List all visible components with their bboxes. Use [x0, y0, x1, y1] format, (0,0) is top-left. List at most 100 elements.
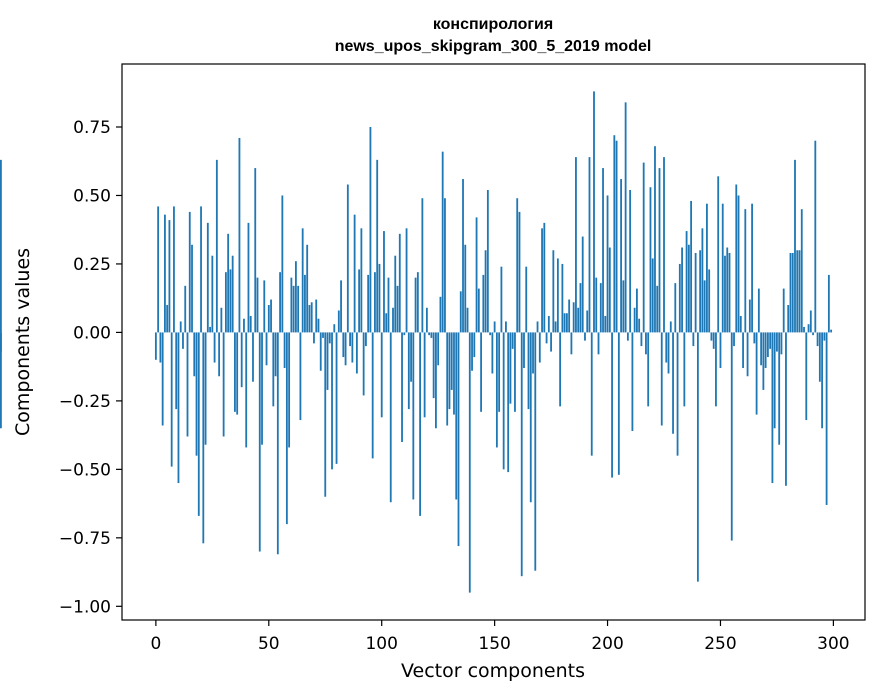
- bar-171: [541, 228, 543, 333]
- bar-291: [812, 332, 814, 336]
- bar-240: [696, 332, 699, 582]
- bar-68: [308, 305, 311, 333]
- bar-39: [243, 318, 245, 333]
- bar-147: [486, 189, 489, 333]
- bar-161: [518, 211, 521, 333]
- bar-131: [450, 332, 453, 390]
- bar-158: [511, 332, 514, 349]
- bar-80: [335, 332, 338, 464]
- bar-112: [407, 332, 410, 410]
- bar-187: [577, 307, 580, 333]
- bar-59: [288, 332, 291, 448]
- bar-28: [218, 332, 221, 377]
- bar-168: [534, 332, 537, 571]
- bar-67: [306, 244, 309, 333]
- bar-175: [550, 332, 552, 352]
- bar-296: [823, 332, 826, 341]
- bar-263: [748, 299, 751, 333]
- bar-203: [613, 135, 616, 333]
- bar-29: [220, 307, 223, 333]
- bar-248: [715, 332, 717, 407]
- bar-65: [301, 228, 304, 333]
- bar-195: [595, 277, 598, 333]
- bar-289: [807, 324, 810, 333]
- bar-172: [543, 222, 546, 333]
- bar-57: [283, 332, 286, 369]
- y-tick-label-2: −0.50: [59, 460, 111, 480]
- bar-5: [166, 305, 169, 333]
- bar-279: [785, 332, 787, 486]
- bar-69: [310, 302, 313, 333]
- bar-46: [258, 332, 261, 552]
- bar-14: [186, 332, 189, 437]
- bar-27: [215, 159, 218, 333]
- bar-93: [365, 332, 367, 347]
- bar-124: [435, 332, 437, 429]
- bar-1: [157, 206, 160, 333]
- bar-247: [712, 332, 715, 349]
- bar-216: [642, 162, 645, 333]
- bar-10: [177, 332, 180, 484]
- bar-218: [647, 332, 650, 407]
- bar-222: [656, 285, 659, 333]
- bar-61: [292, 285, 295, 333]
- bar-252: [724, 255, 726, 333]
- bar-239: [694, 252, 697, 333]
- bar-149: [491, 332, 494, 374]
- bar-274: [773, 332, 776, 429]
- bar-71: [315, 299, 318, 333]
- bar-167: [532, 332, 534, 374]
- y-tick-label-1: −0.75: [59, 529, 111, 549]
- bar-241: [699, 250, 702, 333]
- bar-205: [617, 332, 620, 475]
- bar-18: [195, 332, 198, 456]
- bar-7: [170, 332, 173, 467]
- bar-21: [202, 332, 205, 544]
- bar-156: [507, 332, 510, 473]
- bar-199: [604, 315, 607, 333]
- bar-105: [392, 307, 394, 333]
- y-tick-label-3: −0.25: [59, 392, 111, 412]
- bar-129: [446, 332, 449, 426]
- bar-76: [326, 332, 329, 390]
- bar-220: [651, 258, 654, 333]
- bar-107: [396, 285, 399, 333]
- bar-177: [554, 321, 557, 333]
- bar-280: [787, 305, 790, 333]
- bar-262: [746, 332, 749, 377]
- bar-81: [337, 310, 340, 333]
- bar-176: [552, 250, 555, 333]
- bar-66: [304, 274, 306, 333]
- bar-224: [660, 332, 663, 426]
- bar-0: [154, 332, 157, 360]
- bar-214: [638, 318, 641, 333]
- bar-140: [471, 332, 473, 371]
- bar-207: [622, 280, 625, 333]
- x-tick-label-300: 300: [817, 634, 849, 654]
- bar-91: [360, 228, 363, 333]
- bar-89: [355, 332, 358, 374]
- bar-111: [405, 228, 408, 333]
- bar-298: [827, 274, 830, 333]
- bar-269: [762, 332, 765, 390]
- bar-170: [538, 332, 541, 363]
- bar-109: [401, 332, 403, 442]
- bar-82: [340, 280, 342, 333]
- bar-246: [710, 332, 713, 341]
- bar-56: [281, 195, 284, 333]
- bar-293: [816, 332, 819, 347]
- bar-123: [432, 332, 435, 399]
- bar-142: [475, 217, 478, 333]
- bar-196: [597, 332, 600, 355]
- bar-200: [606, 195, 609, 333]
- bar-212: [633, 307, 636, 333]
- bar-97: [374, 272, 376, 333]
- bar-245: [708, 269, 711, 333]
- bar-108: [398, 233, 401, 333]
- plot-frame: [121, 63, 866, 621]
- bar-22: [204, 332, 207, 445]
- bar-84: [344, 332, 347, 366]
- bar-197: [599, 283, 602, 333]
- bar-183: [568, 299, 571, 333]
